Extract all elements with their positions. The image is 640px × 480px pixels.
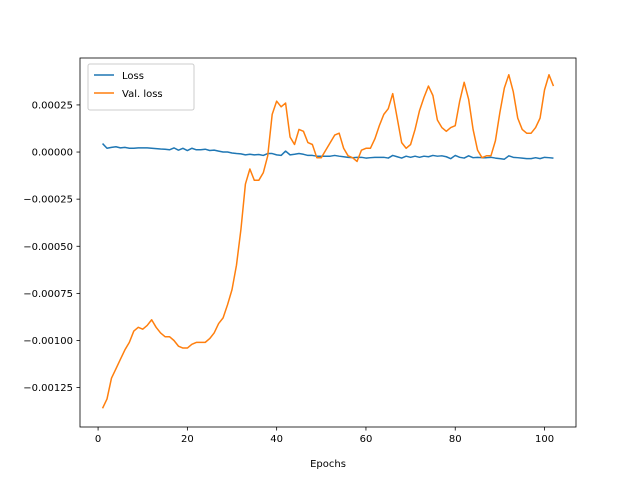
x-tick-label: 60 (360, 434, 373, 445)
x-tick-label: 80 (449, 434, 462, 445)
x-tick-label: 0 (95, 434, 101, 445)
y-tick-label: 0.00025 (32, 100, 73, 111)
y-tick-label: −0.00125 (23, 383, 73, 394)
y-tick-label: −0.00075 (23, 289, 73, 300)
series-line (102, 143, 554, 160)
legend-label: Val. loss (122, 89, 163, 100)
plot-frame (79, 57, 577, 428)
legend-box (87, 63, 195, 111)
y-tick-label: −0.00050 (23, 242, 73, 253)
y-tick-label: 0.00000 (32, 148, 73, 159)
legend-label: Loss (122, 71, 144, 82)
y-tick-label: −0.00025 (23, 195, 73, 206)
x-tick-label: 40 (270, 434, 283, 445)
x-tick-label: 100 (535, 434, 554, 445)
x-axis-label: Epochs (310, 459, 346, 470)
x-tick-label: 20 (181, 434, 194, 445)
y-tick-label: −0.00100 (23, 336, 73, 347)
series-line (101, 74, 555, 409)
